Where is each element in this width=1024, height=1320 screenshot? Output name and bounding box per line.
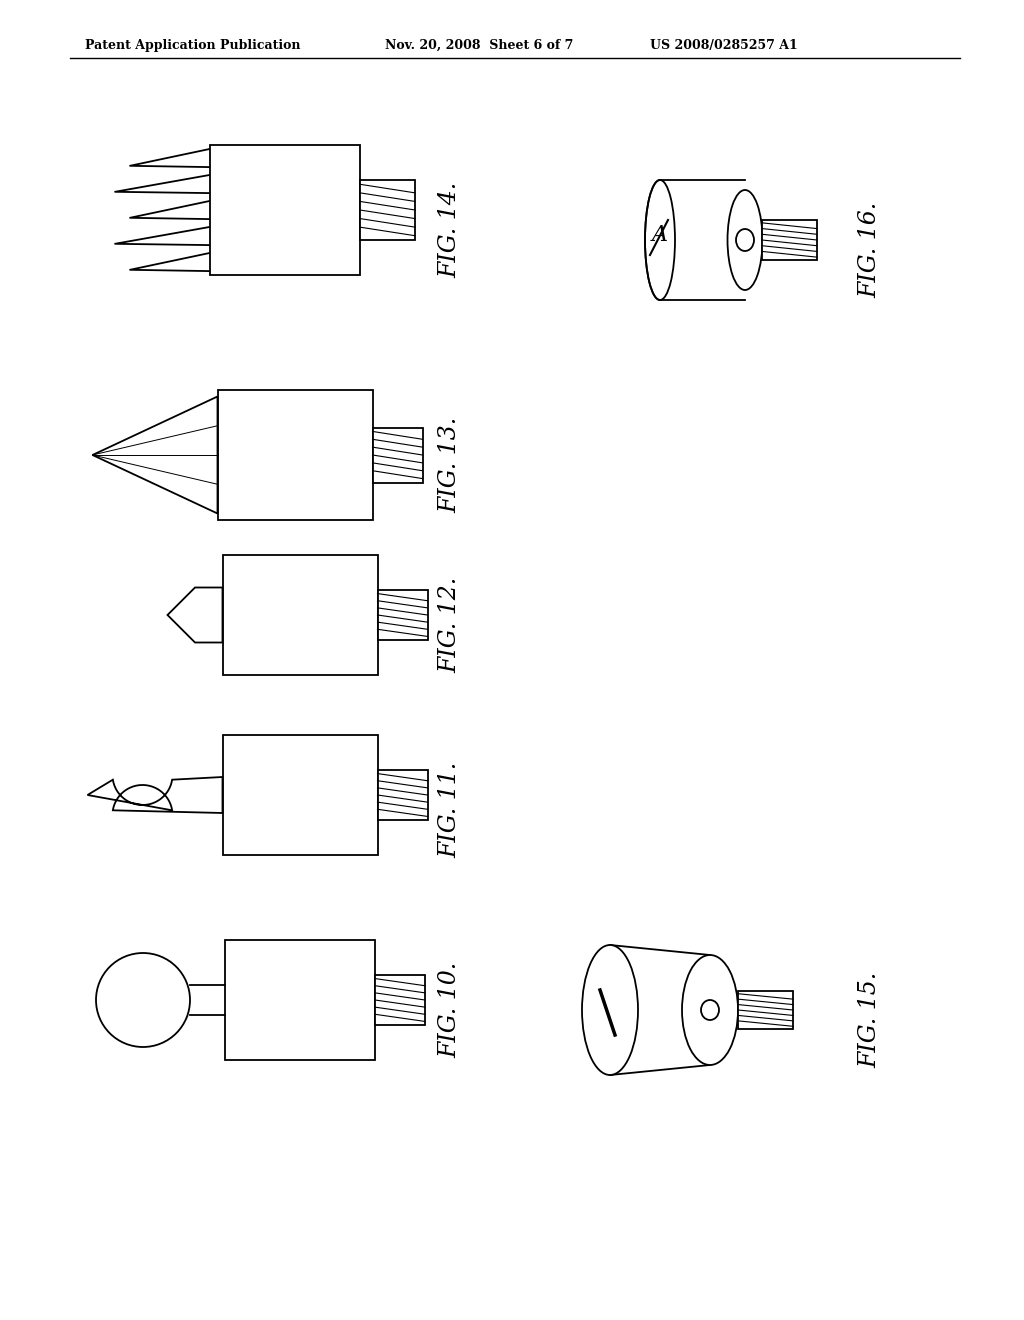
Bar xyxy=(222,735,378,855)
Text: FIG. 11.: FIG. 11. xyxy=(438,762,462,858)
Text: FIG. 13.: FIG. 13. xyxy=(438,417,462,513)
Bar xyxy=(217,389,373,520)
Ellipse shape xyxy=(727,190,763,290)
Bar xyxy=(225,940,375,1060)
Polygon shape xyxy=(87,777,222,813)
Bar xyxy=(222,554,378,675)
Circle shape xyxy=(96,953,190,1047)
Ellipse shape xyxy=(682,954,738,1065)
Text: FIG. 10.: FIG. 10. xyxy=(438,962,462,1059)
Text: FIG. 16.: FIG. 16. xyxy=(858,202,882,298)
Bar xyxy=(762,220,817,260)
Bar xyxy=(378,770,427,820)
Ellipse shape xyxy=(701,1001,719,1020)
Ellipse shape xyxy=(645,180,675,300)
Ellipse shape xyxy=(582,945,638,1074)
Bar xyxy=(210,145,360,275)
Bar xyxy=(378,590,427,640)
Text: FIG. 12.: FIG. 12. xyxy=(438,577,462,673)
Polygon shape xyxy=(92,396,217,513)
Bar xyxy=(738,991,793,1030)
Text: FIG. 14.: FIG. 14. xyxy=(438,182,462,279)
Bar xyxy=(375,975,425,1026)
Bar xyxy=(360,180,415,240)
Ellipse shape xyxy=(736,228,754,251)
Bar xyxy=(373,428,423,483)
Text: A: A xyxy=(652,224,668,246)
Polygon shape xyxy=(168,587,222,643)
Text: FIG. 15.: FIG. 15. xyxy=(858,972,882,1068)
Text: US 2008/0285257 A1: US 2008/0285257 A1 xyxy=(650,38,798,51)
Text: Nov. 20, 2008  Sheet 6 of 7: Nov. 20, 2008 Sheet 6 of 7 xyxy=(385,38,573,51)
Text: Patent Application Publication: Patent Application Publication xyxy=(85,38,300,51)
